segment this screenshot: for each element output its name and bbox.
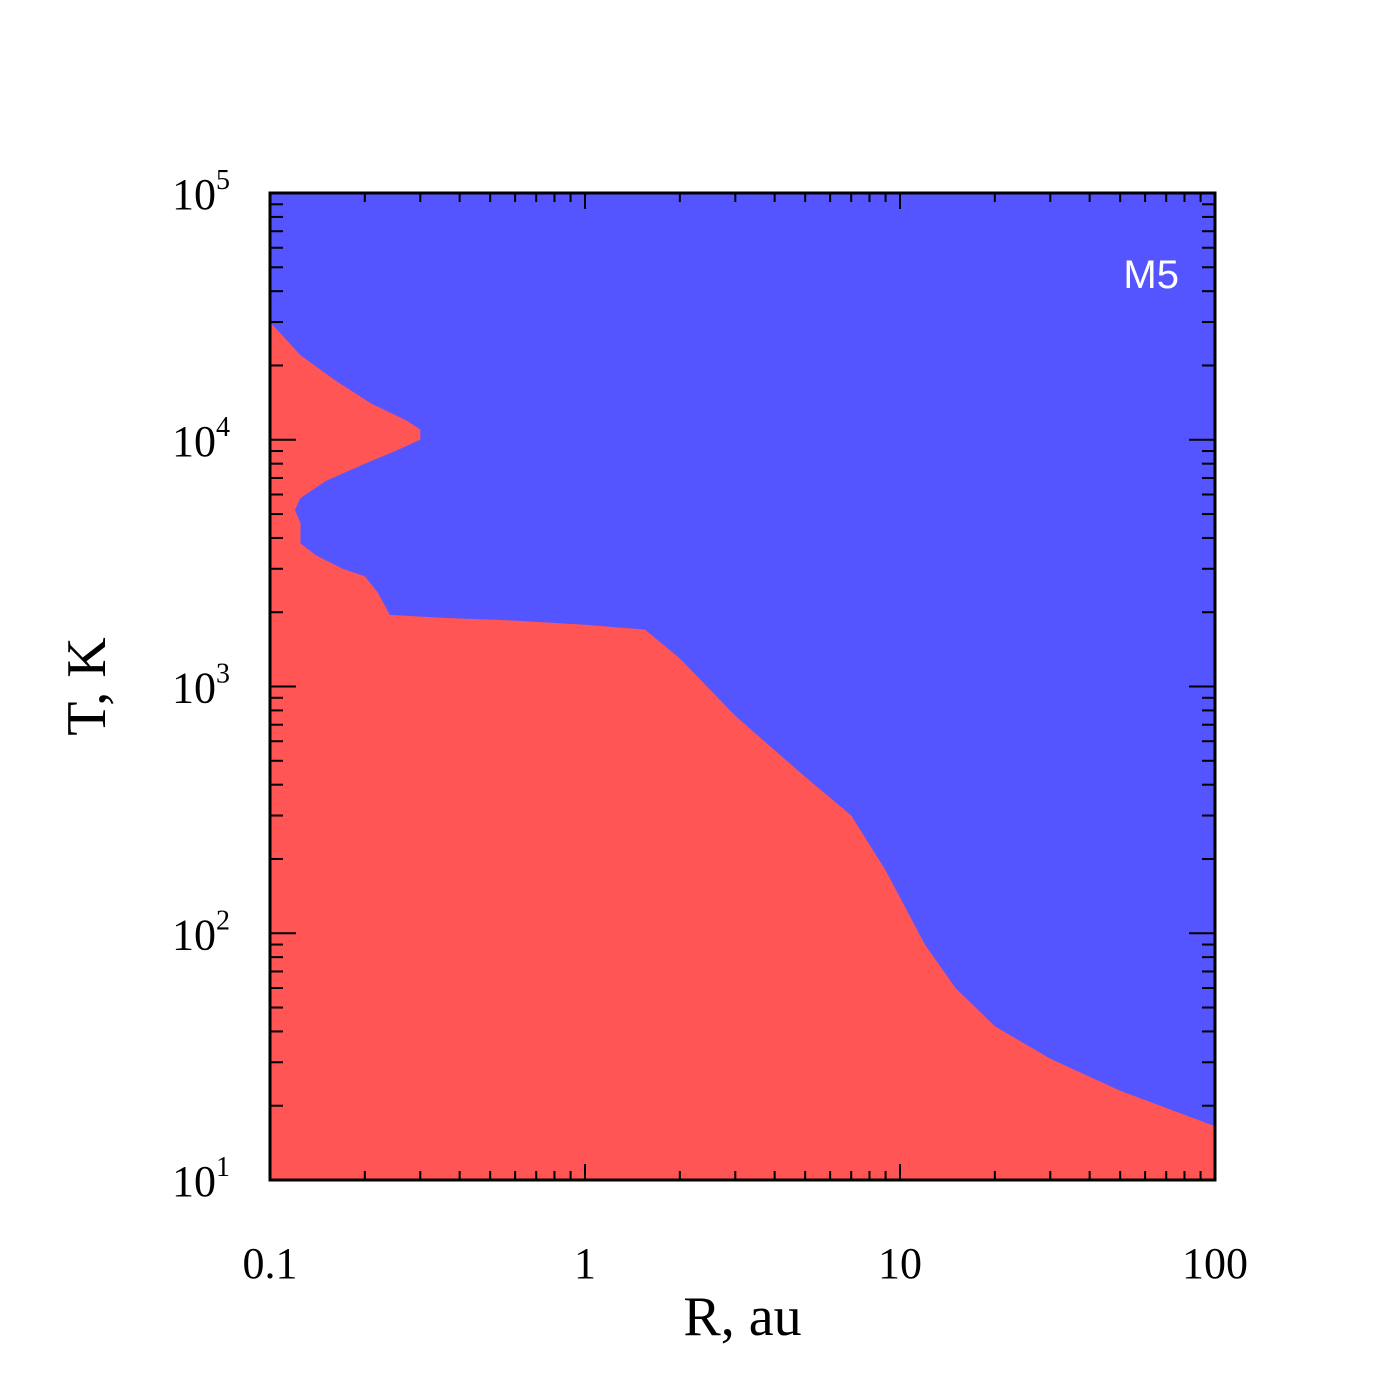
lower-region [270,322,1215,1180]
plot-regions [270,193,1215,1180]
y-tick-label: 101 [172,1152,230,1206]
panel-label: M5 [1123,253,1179,297]
y-tick-label: 104 [172,412,230,466]
y-tick-label: 102 [172,905,230,959]
x-tick-label: 0.1 [243,1239,298,1288]
y-tick-labels: 101 102 103 104 105 [172,165,230,1206]
plot-frame [268,191,1217,1182]
x-tick-label: 1 [574,1239,596,1288]
x-tick-labels: 0.1 1 10 100 [243,1239,1249,1288]
y-tick-label: 103 [172,659,230,713]
x-tick-label: 10 [878,1239,922,1288]
x-tick-label: 100 [1182,1239,1248,1288]
y-tick-label: 105 [172,165,230,219]
y-axis-title: T, K [56,637,118,736]
x-axis-title: R, au [683,1286,801,1348]
